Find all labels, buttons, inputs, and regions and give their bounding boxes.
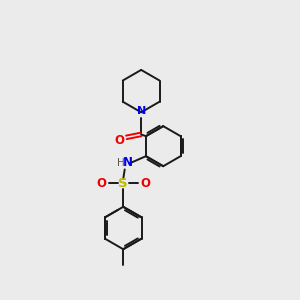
Text: O: O <box>140 177 150 190</box>
Text: N: N <box>136 106 146 116</box>
Text: H: H <box>117 158 125 168</box>
Text: N: N <box>123 156 133 169</box>
Text: O: O <box>115 134 125 147</box>
Text: O: O <box>96 177 106 190</box>
Text: S: S <box>118 177 128 190</box>
